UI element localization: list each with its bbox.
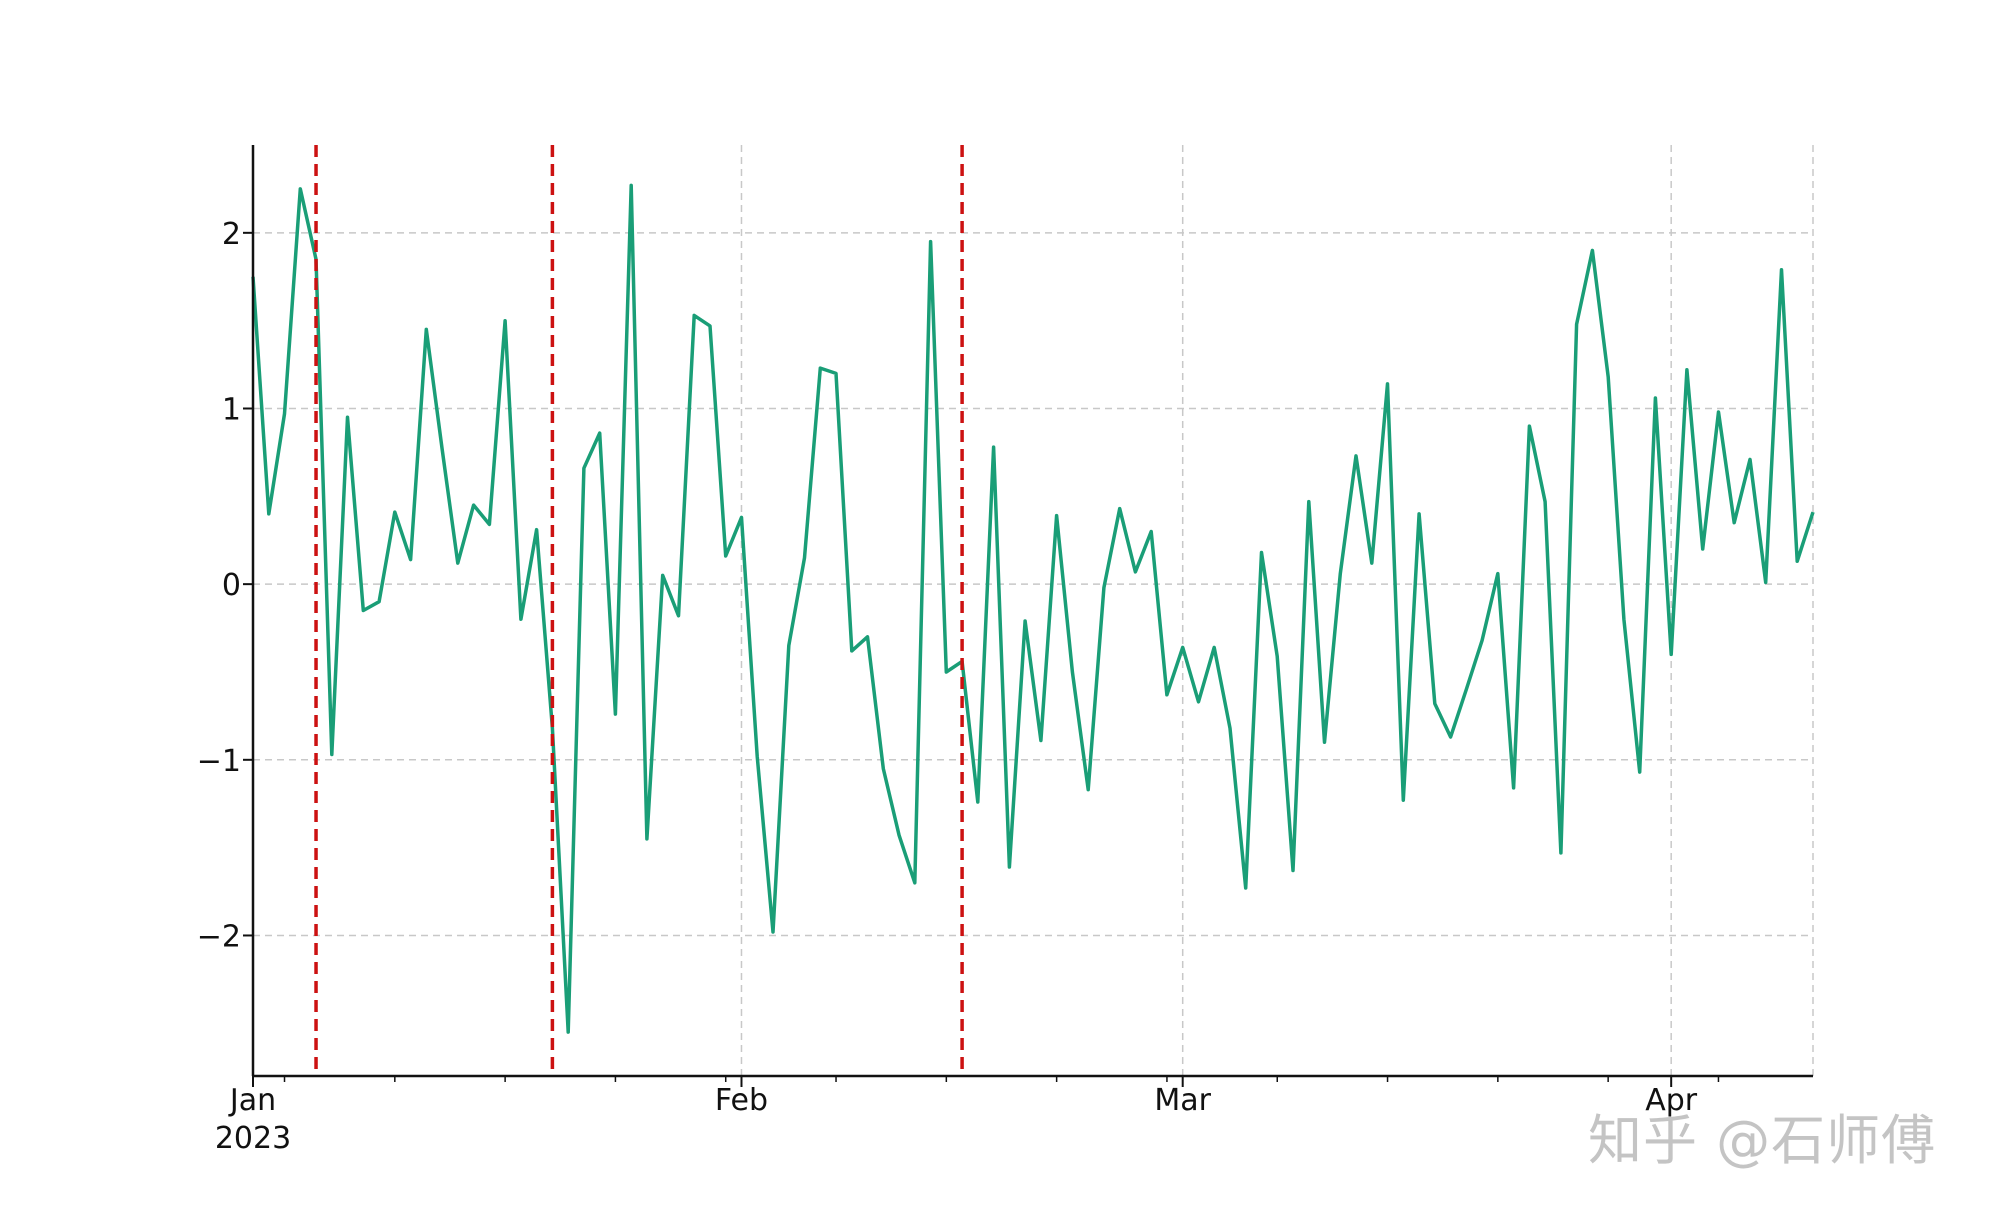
series-line <box>251 183 1815 1034</box>
y-tick-label: 0 <box>222 568 241 603</box>
x-tick-year-label: 2023 <box>215 1121 291 1156</box>
x-tick-label: Jan <box>228 1083 276 1118</box>
y-tick-label: −1 <box>197 744 241 779</box>
y-tick-label: −2 <box>197 919 241 954</box>
x-tick-label: Feb <box>715 1083 768 1118</box>
y-tick-label: 1 <box>222 392 241 427</box>
x-tick-label: Apr <box>1645 1083 1698 1118</box>
y-tick-label: 2 <box>222 217 241 252</box>
x-tick-label: Mar <box>1154 1083 1211 1118</box>
watermark-text: 知乎 @石师傅 <box>1588 1109 1937 1172</box>
